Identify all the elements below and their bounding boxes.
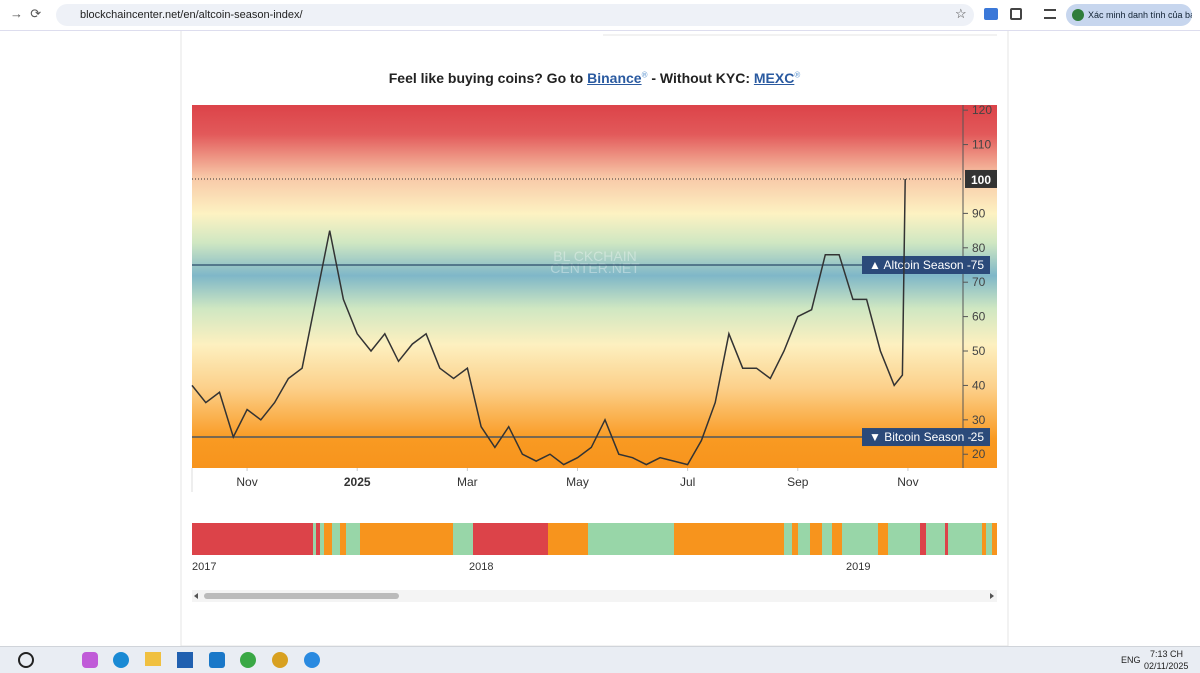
x-tick-label: Jul — [680, 475, 695, 489]
extensions-icon[interactable] — [1010, 8, 1022, 20]
navigator-label: 2019 — [846, 561, 870, 573]
nav-buttons[interactable]: → ⟳ — [10, 6, 42, 21]
translate-icon[interactable] — [984, 8, 998, 20]
clock-time[interactable]: 7:13 CH — [1150, 649, 1184, 659]
navigator-segment — [810, 523, 822, 555]
watermark: CENTER.NET — [550, 260, 640, 276]
app-icon[interactable] — [240, 652, 256, 668]
navigator-segment — [548, 523, 588, 555]
y-tick-label: 40 — [972, 378, 986, 392]
url: blockchaincenter.net/en/altcoin-season-i… — [80, 9, 303, 21]
y-tick-label: 70 — [972, 275, 986, 289]
navigator-segment — [992, 523, 997, 555]
navigator-segment — [920, 523, 926, 555]
bookmark-star[interactable]: ☆ — [955, 6, 967, 21]
binance-link[interactable]: Binance — [587, 70, 642, 86]
scrollbar-thumb[interactable] — [204, 593, 399, 599]
x-tick-label: 2025 — [344, 475, 371, 489]
language[interactable]: ENG — [1121, 655, 1141, 665]
navigator-segment — [832, 523, 842, 555]
browser-toolbar: → ⟳ blockchaincenter.net/en/altcoin-seas… — [0, 0, 1200, 31]
navigator-segment — [945, 523, 948, 555]
profile-button[interactable]: Xác minh danh tính của bạn — [1066, 4, 1192, 26]
mexc-link[interactable]: MEXC — [753, 70, 795, 86]
headline-lead: Feel like buying coins? Go to — [388, 70, 584, 86]
reference-value: 75 — [971, 258, 985, 272]
app-icon[interactable] — [304, 652, 320, 668]
navigator-label: 2017 — [192, 561, 216, 573]
x-tick-label: May — [566, 475, 589, 489]
app-icon[interactable] — [113, 652, 129, 668]
navigator-segment — [360, 523, 453, 555]
y-tick-label: 110 — [972, 138, 991, 152]
reference-label: ▲ Altcoin Season - — [869, 258, 971, 272]
y-tick-label: 50 — [972, 344, 986, 358]
headline: Feel like buying coins? Go to Binance® -… — [181, 70, 1008, 86]
navigator-label: 2018 — [469, 561, 493, 573]
navigator-segment — [878, 523, 888, 555]
registered-mark: ® — [794, 70, 801, 80]
app-icon[interactable] — [177, 652, 193, 668]
x-tick-label: Nov — [897, 475, 918, 489]
current-value-label: 100 — [971, 173, 991, 187]
address-bar[interactable]: blockchaincenter.net/en/altcoin-season-i… — [56, 4, 974, 26]
x-tick-label: Sep — [787, 475, 809, 489]
current-value-badge — [965, 169, 997, 188]
registered-mark: ® — [641, 70, 648, 80]
y-tick-label: 20 — [972, 447, 986, 461]
navigator-segment — [192, 523, 313, 555]
navigator-segment — [792, 523, 798, 555]
navigator-segment — [982, 523, 986, 555]
watermark: BL CKCHAIN — [553, 248, 637, 264]
y-tick-label: 80 — [972, 241, 986, 255]
app-icon[interactable] — [209, 652, 225, 668]
reference-badge — [862, 255, 990, 274]
y-tick-label: 60 — [972, 310, 986, 324]
navigator-segment — [324, 523, 332, 555]
app-icon[interactable] — [145, 652, 161, 666]
navigator-segment — [473, 523, 548, 555]
navigator: 2017 2018 2019 — [192, 523, 997, 602]
profile-avatar — [1072, 9, 1084, 21]
x-tick-label: Mar — [457, 475, 478, 489]
headline-middle: - Without KYC: — [651, 70, 750, 86]
profile-text: Xác minh danh tính của bạn — [1088, 10, 1192, 20]
navigator-segment — [340, 523, 346, 555]
y-tick-label: 120 — [972, 103, 992, 117]
index-line — [191, 178, 906, 466]
reference-badge — [862, 428, 990, 447]
app-icon[interactable] — [82, 652, 98, 668]
app-icon[interactable] — [272, 652, 288, 668]
clock-date[interactable]: 02/11/2025 — [1144, 661, 1189, 671]
navigator-segment — [316, 523, 320, 555]
navigator-segment — [674, 523, 784, 555]
plot-background — [192, 105, 997, 468]
search-icon[interactable] — [18, 652, 34, 668]
reference-label: ▼ Bitcoin Season - — [869, 430, 972, 444]
taskbar: ENG 7:13 CH 02/11/2025 — [0, 646, 1200, 673]
reference-value: 25 — [971, 430, 985, 444]
x-tick-label: Nov — [236, 475, 257, 489]
y-tick-label: 90 — [972, 206, 986, 220]
reading-list-icon[interactable] — [1044, 9, 1056, 19]
y-tick-label: 30 — [972, 413, 986, 427]
